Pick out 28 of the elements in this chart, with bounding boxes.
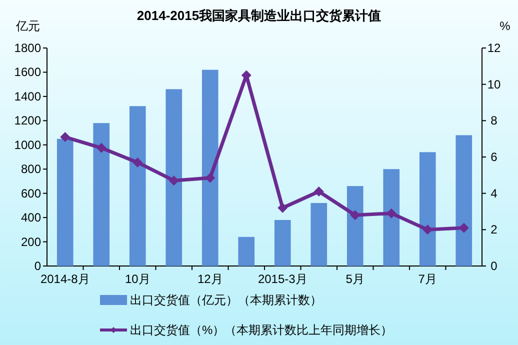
y2-axis-title: % (500, 19, 511, 33)
y2-tick-label: 4 (490, 186, 498, 200)
y-axis-title: 亿元 (15, 19, 40, 33)
y-tick-label: 1800 (14, 41, 42, 55)
x-tick-label: 12月 (197, 272, 223, 286)
x-tick-label: 2015-3月 (258, 272, 308, 286)
y-tick-label: 800 (20, 162, 42, 176)
x-tick-label: 5月 (346, 272, 364, 286)
y-tick-label: 200 (20, 234, 42, 249)
x-tick-label: 7月 (418, 272, 437, 286)
legend-label: 出口交货值（亿元）（本期累计数） (130, 293, 322, 307)
y2-tick-label: 12 (487, 41, 501, 55)
y-tick-label: 1200 (14, 114, 42, 128)
y-tick-label: 0 (34, 259, 42, 273)
x-tick-label: 10月 (124, 272, 150, 286)
y-tick-label: 1400 (14, 89, 42, 104)
y2-tick-label: 8 (490, 114, 498, 128)
y2-tick-label: 2 (490, 222, 498, 237)
y-tick-label: 1000 (14, 138, 42, 152)
y-tick-label: 1600 (14, 65, 42, 80)
x-tick-label: 2014-8月 (40, 272, 90, 286)
chart-title: 2014-2015我国家具制造业出口交货累计值 (136, 8, 382, 23)
y2-tick-label: 0 (490, 259, 498, 273)
y-tick-label: 400 (20, 210, 42, 225)
legend-label: 出口交货值（%）（本期累计数比上年同期增长） (130, 323, 393, 337)
y2-tick-label: 6 (490, 150, 498, 164)
y2-tick-label: 10 (487, 77, 501, 92)
y-tick-label: 600 (20, 186, 42, 200)
